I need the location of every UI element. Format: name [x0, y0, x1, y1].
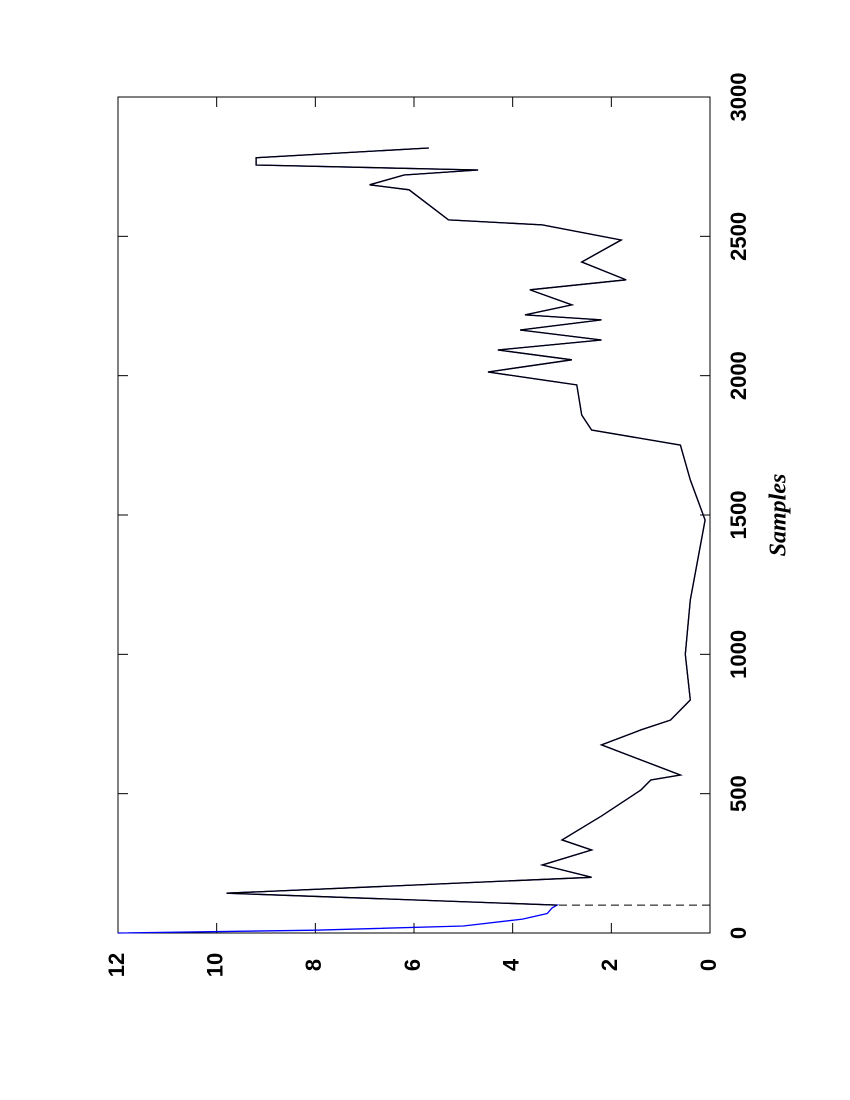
series-line — [226, 147, 706, 906]
y-tick-label: 2 — [597, 959, 622, 971]
x-axis-title: Samples — [766, 474, 792, 557]
y-tick-label: 12 — [104, 953, 129, 977]
plot-frame — [117, 96, 711, 934]
y-tick-label: 0 — [696, 959, 721, 971]
x-tick-label: 0 — [726, 927, 751, 939]
y-tick-label: 6 — [400, 959, 425, 971]
y-tick-label: 4 — [498, 958, 523, 971]
x-tick-label: 3000 — [726, 73, 751, 122]
x-tick-label: 2000 — [726, 351, 751, 400]
x-tick-label: 1500 — [726, 491, 751, 540]
y-tick-label: 8 — [301, 959, 326, 971]
y-tick-label: 10 — [202, 953, 227, 977]
x-tick-label: 1000 — [726, 630, 751, 679]
x-tick-label: 2500 — [726, 212, 751, 261]
series-line — [117, 147, 706, 934]
x-tick-label: 500 — [726, 775, 751, 812]
